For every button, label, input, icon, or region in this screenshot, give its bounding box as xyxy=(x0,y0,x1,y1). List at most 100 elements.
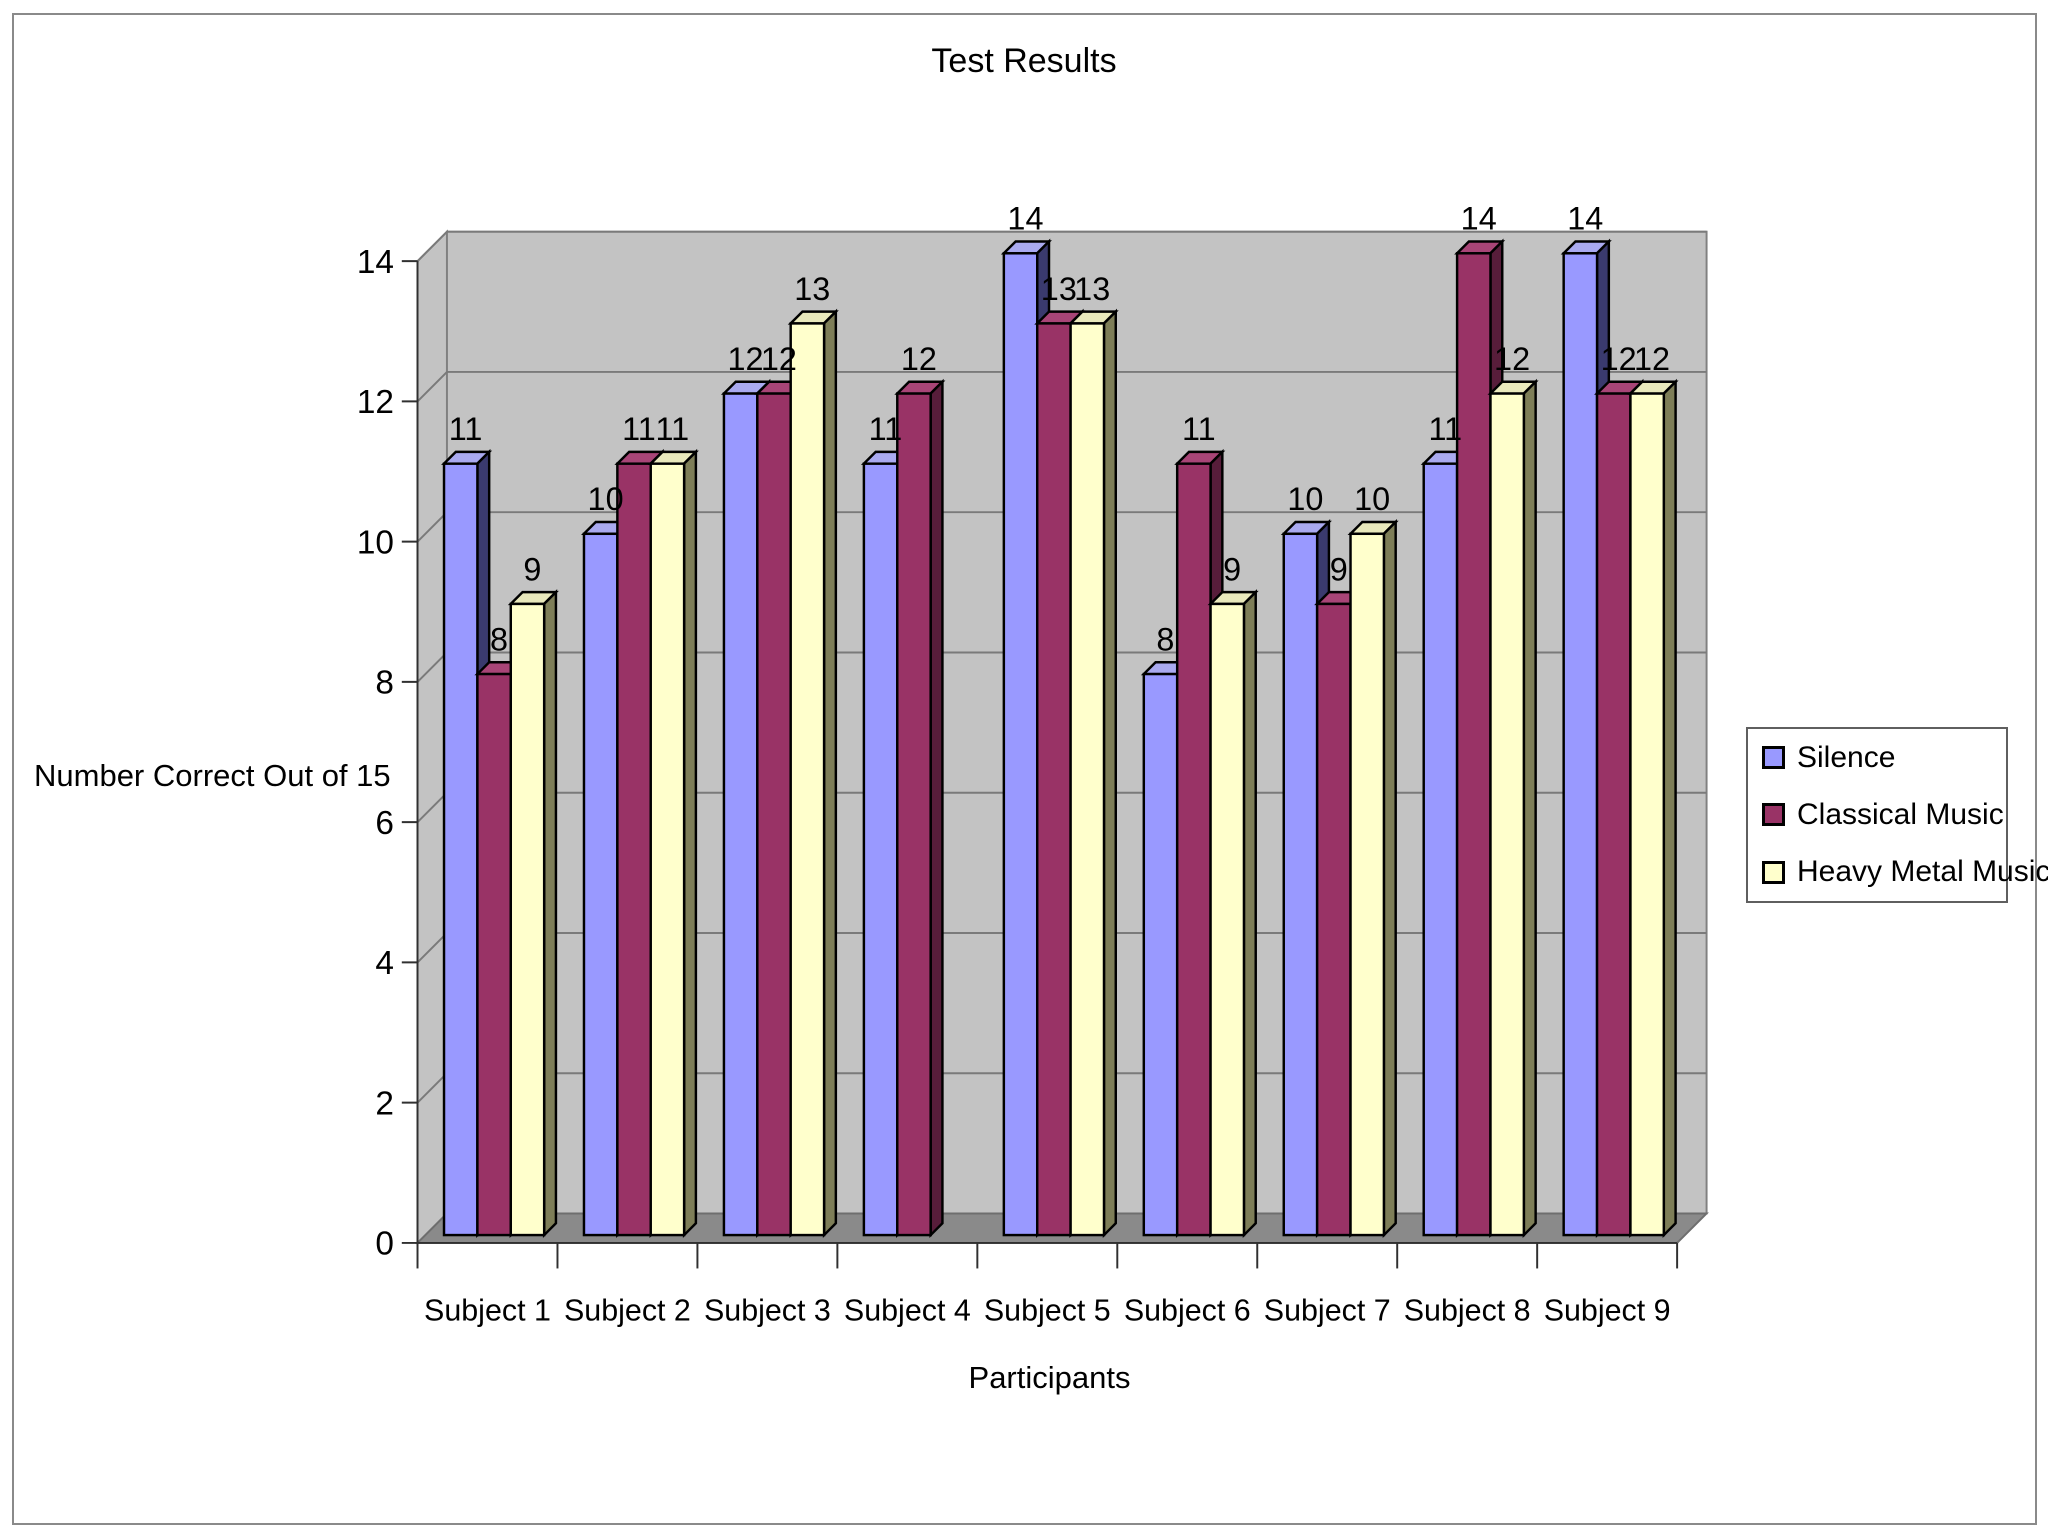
legend-label: Heavy Metal Music xyxy=(1797,855,2048,889)
bar-heavy-metal-music xyxy=(1349,532,1386,1237)
data-label: 11 xyxy=(656,411,690,447)
data-label: 12 xyxy=(1634,341,1670,377)
category-label: Subject 4 xyxy=(844,1293,971,1327)
category-label: Subject 7 xyxy=(1264,1293,1391,1327)
data-label: 14 xyxy=(1007,201,1043,237)
legend-label: Classical Music xyxy=(1797,797,2004,831)
bar-silence xyxy=(1002,252,1039,1237)
bar-silence xyxy=(1422,462,1459,1237)
y-tick-label: 12 xyxy=(357,384,394,421)
data-label: 10 xyxy=(1354,481,1390,517)
data-label: 12 xyxy=(1601,341,1637,377)
y-tick-label: 2 xyxy=(375,1085,394,1122)
bar-classical-music xyxy=(1595,392,1632,1237)
bar-classical-music xyxy=(616,462,652,1237)
data-label: 12 xyxy=(728,341,764,377)
bar-side-face xyxy=(1522,378,1537,1239)
y-tick-label: 10 xyxy=(357,524,394,561)
data-label: 8 xyxy=(1156,621,1174,657)
gridline-side xyxy=(416,231,448,262)
left-wall xyxy=(416,229,448,1246)
legend-swatch-icon xyxy=(1762,860,1785,884)
category-label: Subject 1 xyxy=(424,1293,551,1327)
bar-silence xyxy=(862,462,899,1237)
y-tick-label: 0 xyxy=(375,1226,394,1263)
bar-classical-music xyxy=(1035,322,1072,1237)
legend-swatch-icon xyxy=(1762,803,1785,827)
bar-silence xyxy=(582,532,619,1237)
data-label: 14 xyxy=(1567,201,1603,237)
bar-silence xyxy=(1562,252,1599,1237)
category-label: Subject 3 xyxy=(704,1293,831,1327)
plot-area: 0 2 4 6 8 10 12 14 Subject 1 Subject 2 Subject 3 Su… xyxy=(357,201,1709,1327)
bar-side-face xyxy=(682,448,698,1239)
y-tick-label: 8 xyxy=(375,665,394,702)
bar-classical-music xyxy=(476,672,513,1237)
category-label: Subject 2 xyxy=(564,1293,691,1327)
y-tick-label: 4 xyxy=(375,945,394,982)
y-tick-label: 6 xyxy=(375,805,394,842)
category-label: Subject 8 xyxy=(1404,1293,1531,1327)
bar-classical-music xyxy=(756,392,792,1237)
legend-item: Silence xyxy=(1762,741,2006,775)
data-label: 13 xyxy=(1074,271,1110,307)
data-label: 10 xyxy=(1287,481,1323,517)
bar-side-face xyxy=(1662,378,1677,1239)
data-label: 9 xyxy=(523,551,541,587)
bar-silence xyxy=(442,462,479,1237)
data-label: 14 xyxy=(1461,201,1497,237)
data-label: 12 xyxy=(1494,341,1530,377)
data-label: 11 xyxy=(449,411,483,447)
data-label: 9 xyxy=(1330,551,1348,587)
legend-item: Classical Music xyxy=(1762,798,2006,832)
y-axis-title: Number Correct Out of 15 xyxy=(34,758,391,793)
gridline-side xyxy=(416,651,448,683)
gridline-side xyxy=(416,511,448,543)
bar-silence xyxy=(1282,532,1319,1237)
gridline-side xyxy=(416,792,448,823)
bar-heavy-metal-music xyxy=(789,322,826,1237)
legend-item: Heavy Metal Music xyxy=(1762,855,2048,889)
data-label: 10 xyxy=(588,481,624,517)
data-label: 11 xyxy=(1429,411,1463,447)
bar-heavy-metal-music xyxy=(649,462,686,1237)
bar-side-face xyxy=(1382,519,1397,1239)
bar-classical-music xyxy=(1315,602,1352,1237)
data-label: 8 xyxy=(490,621,508,657)
bar-heavy-metal-music xyxy=(1629,392,1666,1237)
bar-side-face xyxy=(929,378,944,1239)
gridline-side xyxy=(416,1072,448,1104)
bar-side-face xyxy=(1102,308,1117,1239)
bar-silence xyxy=(722,392,759,1237)
data-label: 13 xyxy=(1041,271,1077,307)
bar-side-face xyxy=(822,308,838,1239)
category-label: Subject 5 xyxy=(984,1293,1111,1327)
bar-classical-music xyxy=(1455,252,1492,1237)
data-label: 13 xyxy=(794,271,830,307)
bar-silence xyxy=(1142,672,1179,1237)
legend-label: Silence xyxy=(1797,740,1896,774)
bar-heavy-metal-music xyxy=(1069,322,1106,1237)
legend: Silence Classical Music Heavy Metal Music xyxy=(1746,727,2048,903)
data-label: 12 xyxy=(901,341,937,377)
category-label: Subject 9 xyxy=(1544,1293,1671,1327)
y-tick-label: 14 xyxy=(357,244,394,281)
data-label: 9 xyxy=(1223,551,1241,587)
bar-heavy-metal-music xyxy=(1209,602,1246,1237)
bar-classical-music xyxy=(1175,462,1212,1237)
legend-swatch-icon xyxy=(1762,746,1785,770)
chart-title: Test Results xyxy=(931,42,1117,80)
data-label: 11 xyxy=(622,411,656,447)
bar-heavy-metal-music xyxy=(509,602,546,1237)
data-label: 12 xyxy=(761,341,797,377)
category-label: Subject 6 xyxy=(1124,1293,1251,1327)
bar-classical-music xyxy=(896,392,932,1237)
x-axis-title: Participants xyxy=(968,1360,1131,1395)
bar-side-face xyxy=(542,589,558,1239)
gridline-side xyxy=(416,932,448,964)
data-label: 11 xyxy=(869,411,903,447)
bar-side-face xyxy=(1242,589,1257,1239)
bar-heavy-metal-music xyxy=(1489,392,1526,1237)
data-label: 11 xyxy=(1182,411,1216,447)
gridline-side xyxy=(416,371,448,403)
